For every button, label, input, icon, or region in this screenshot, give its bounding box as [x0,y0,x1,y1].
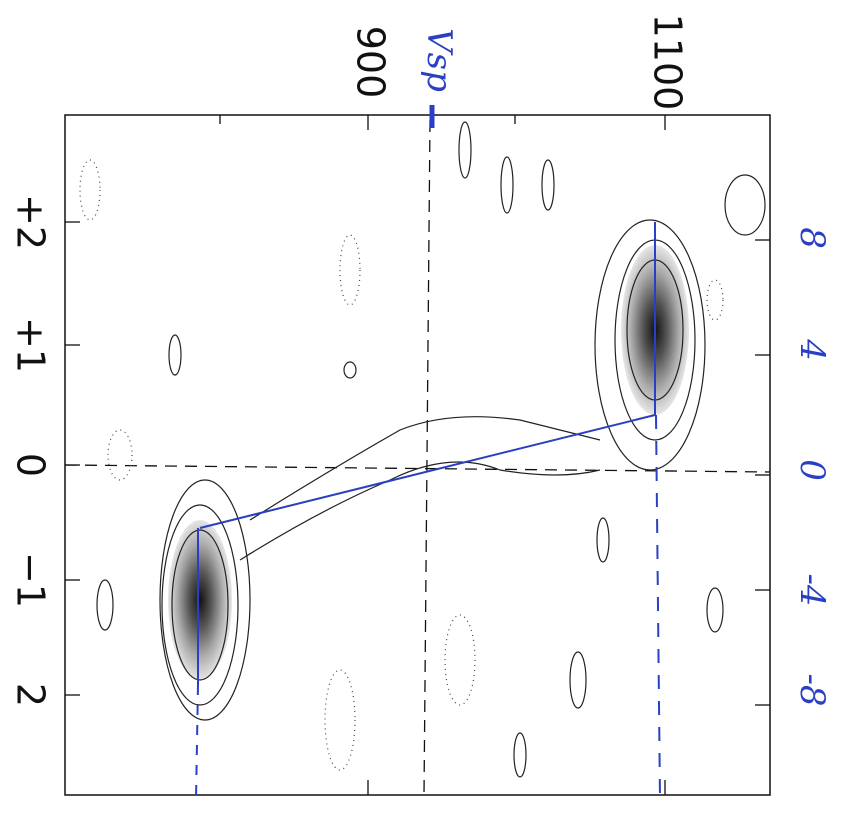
systemic-velocity-line [423,119,431,796]
top-tick-label: 1100 [646,14,690,111]
right-tick-label: 8 [792,227,832,249]
center-line [64,464,771,473]
right-tick-label: -8 [792,673,832,706]
plot-frame [64,114,771,796]
contours [79,121,766,778]
left-tick-label: 2 [9,683,53,707]
emission-peak [168,520,232,680]
handwritten-annotation: Vsp [419,28,459,92]
left-tick-label: +2 [9,194,53,250]
right-tick-label: 4 [792,338,832,361]
left-tick-label: −1 [9,552,53,608]
frame-ticks [65,115,770,795]
left-tick-label: +1 [9,317,53,373]
top-tick-label: 900 [349,26,393,99]
left-tick-label: 0 [9,453,53,477]
right-tick-label: 0 [792,459,832,481]
right-tick-label: -4 [792,573,832,606]
rotation-curve [195,105,661,801]
